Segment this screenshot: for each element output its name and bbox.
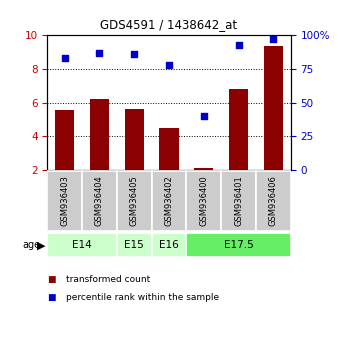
Bar — [264, 46, 283, 170]
FancyBboxPatch shape — [47, 171, 82, 231]
Text: GSM936403: GSM936403 — [60, 176, 69, 226]
Text: E16: E16 — [159, 240, 179, 250]
Text: GDS4591 / 1438642_at: GDS4591 / 1438642_at — [100, 18, 238, 31]
Text: ■: ■ — [47, 275, 56, 284]
FancyBboxPatch shape — [117, 233, 152, 257]
Text: GSM936400: GSM936400 — [199, 176, 208, 226]
Bar — [90, 99, 109, 170]
FancyBboxPatch shape — [152, 171, 186, 231]
Text: ▶: ▶ — [37, 240, 46, 250]
FancyBboxPatch shape — [117, 171, 152, 231]
Text: ■: ■ — [47, 293, 56, 302]
Text: percentile rank within the sample: percentile rank within the sample — [66, 293, 219, 302]
Point — [62, 56, 67, 61]
Point — [271, 36, 276, 42]
Text: GSM936405: GSM936405 — [130, 176, 139, 226]
Point — [166, 62, 172, 68]
FancyBboxPatch shape — [186, 233, 291, 257]
Point — [97, 50, 102, 56]
FancyBboxPatch shape — [256, 171, 291, 231]
Bar — [160, 128, 178, 170]
Bar — [194, 168, 213, 170]
Text: GSM936404: GSM936404 — [95, 176, 104, 226]
FancyBboxPatch shape — [152, 233, 186, 257]
Text: transformed count: transformed count — [66, 275, 150, 284]
Bar — [55, 110, 74, 170]
FancyBboxPatch shape — [82, 171, 117, 231]
Text: GSM936401: GSM936401 — [234, 176, 243, 226]
Text: E14: E14 — [72, 240, 92, 250]
Text: E17.5: E17.5 — [224, 240, 254, 250]
Point — [131, 51, 137, 57]
Point — [236, 42, 241, 48]
Bar — [125, 109, 144, 170]
FancyBboxPatch shape — [221, 171, 256, 231]
Text: age: age — [22, 240, 41, 250]
Point — [201, 113, 207, 119]
Text: GSM936406: GSM936406 — [269, 176, 278, 226]
Text: GSM936402: GSM936402 — [165, 176, 173, 226]
FancyBboxPatch shape — [186, 171, 221, 231]
Bar — [229, 89, 248, 170]
FancyBboxPatch shape — [47, 233, 117, 257]
Text: E15: E15 — [124, 240, 144, 250]
